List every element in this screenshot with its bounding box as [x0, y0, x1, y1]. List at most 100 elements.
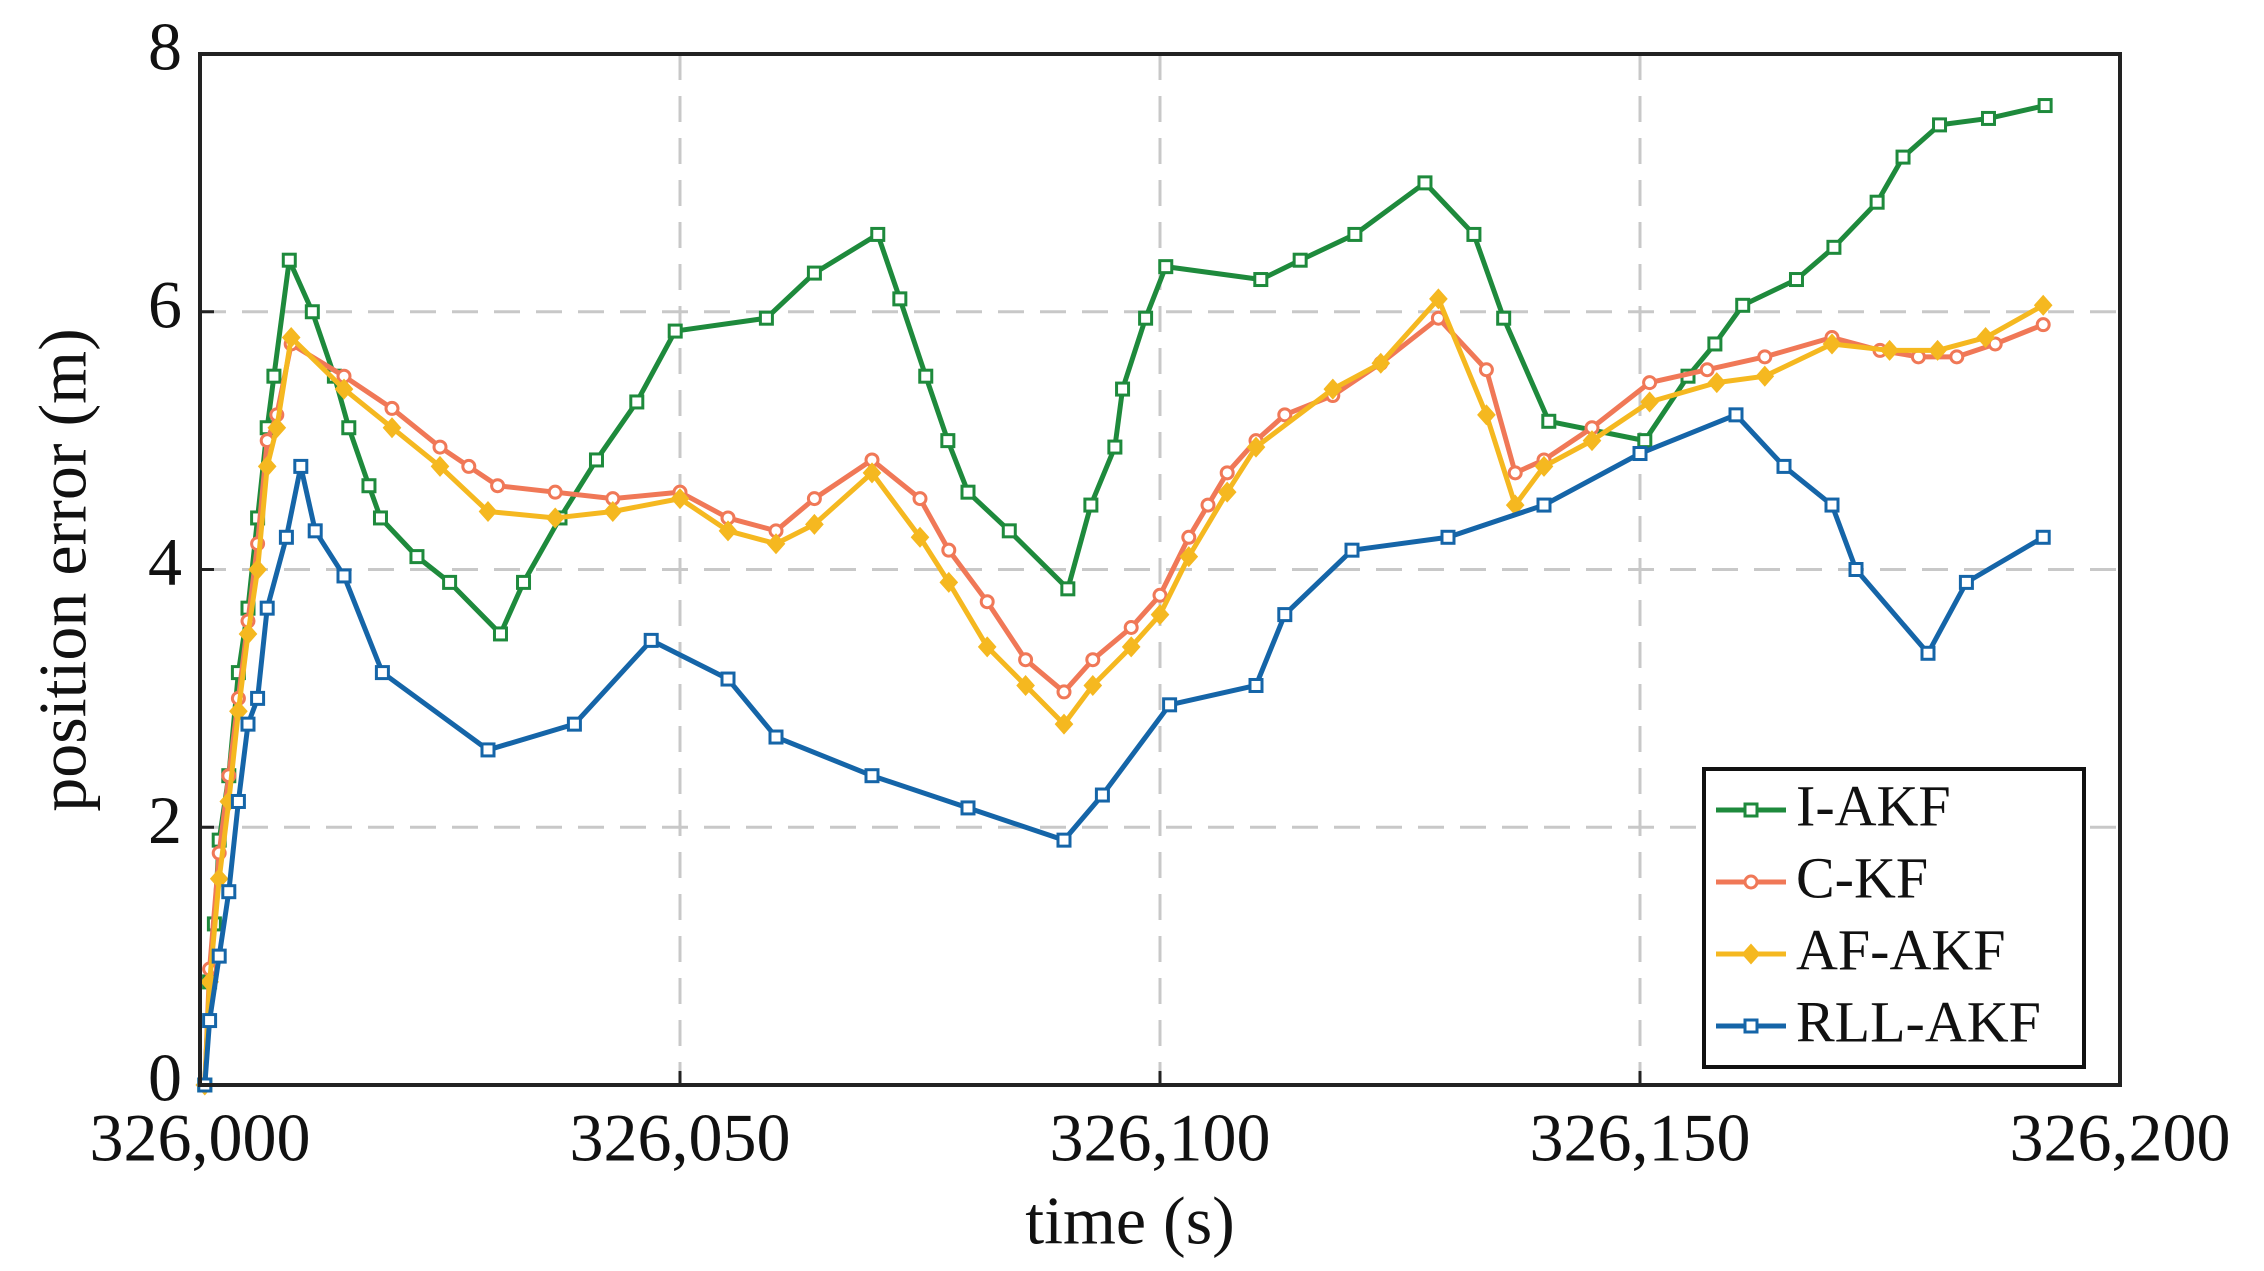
marker: [2035, 529, 2051, 545]
marker: [1735, 297, 1751, 313]
marker: [1018, 652, 1034, 668]
marker: [238, 623, 258, 645]
marker: [1181, 529, 1197, 545]
marker: [1292, 252, 1308, 268]
marker: [1642, 375, 1658, 391]
marker: [1541, 413, 1557, 429]
marker: [334, 378, 354, 400]
marker: [1347, 226, 1363, 242]
marker: [1344, 542, 1360, 558]
marker: [1755, 365, 1775, 387]
marker: [1219, 465, 1235, 481]
marker: [341, 420, 357, 436]
marker: [442, 574, 458, 590]
series-line: [202, 103, 2046, 1086]
marker: [492, 626, 508, 642]
marker: [336, 568, 352, 584]
legend-marker: [1741, 943, 1761, 965]
marker: [372, 510, 388, 526]
marker: [1869, 194, 1885, 210]
marker: [977, 636, 997, 658]
legend-label: C-KF: [1796, 845, 1928, 910]
marker: [1640, 391, 1659, 413]
marker: [430, 455, 450, 477]
marker: [1507, 465, 1523, 481]
marker: [1371, 352, 1391, 374]
marker: [1822, 333, 1842, 355]
marker: [211, 948, 227, 964]
marker: [643, 632, 659, 648]
marker: [1880, 339, 1899, 361]
marker: [2033, 294, 2053, 316]
y-axis-label: position error (m): [25, 328, 101, 811]
marker: [2035, 317, 2051, 333]
marker: [281, 252, 297, 268]
marker: [1162, 697, 1178, 713]
x-tick-label: 326,100: [1050, 1100, 1271, 1176]
marker: [1179, 546, 1199, 568]
marker: [361, 478, 377, 494]
marker: [209, 868, 229, 890]
marker: [979, 594, 995, 610]
legend-marker: [1743, 802, 1759, 818]
x-axis-label: time (s): [1025, 1183, 1235, 1259]
marker: [1496, 310, 1512, 326]
x-tick-label: 326,200: [2010, 1100, 2231, 1176]
marker: [1788, 272, 1804, 288]
marker: [1932, 117, 1948, 133]
marker: [240, 716, 256, 732]
marker: [1848, 562, 1864, 577]
marker: [461, 458, 477, 474]
y-tick-label: 6: [148, 266, 182, 342]
marker: [1707, 372, 1727, 394]
marker: [1928, 339, 1947, 361]
legend-label: RLL-AKF: [1796, 989, 2041, 1054]
marker: [1536, 497, 1552, 513]
marker: [229, 700, 248, 722]
marker: [1001, 523, 1017, 539]
legend-label: I-AKF: [1796, 773, 1951, 838]
marker: [1707, 336, 1723, 352]
marker: [1323, 378, 1343, 400]
marker: [384, 400, 400, 416]
marker: [230, 793, 246, 809]
marker: [629, 394, 645, 410]
marker: [1150, 604, 1170, 626]
marker: [250, 690, 266, 706]
marker: [1895, 149, 1911, 165]
marker: [1246, 436, 1266, 458]
marker: [941, 542, 957, 558]
marker: [480, 742, 496, 758]
marker: [267, 417, 287, 439]
marker: [1253, 272, 1269, 288]
legend-box: [1702, 767, 2086, 1069]
marker: [1016, 674, 1035, 696]
marker: [939, 571, 959, 593]
marker: [758, 310, 774, 326]
marker: [1728, 407, 1744, 423]
marker: [910, 526, 930, 548]
marker: [1417, 175, 1433, 191]
y-tick-label: 0: [148, 1040, 182, 1116]
marker: [1826, 239, 1842, 255]
marker: [588, 452, 604, 468]
marker: [1980, 110, 1996, 126]
marker: [281, 327, 301, 349]
x-tick-label: 326,000: [90, 1100, 311, 1176]
marker: [862, 462, 882, 484]
marker: [892, 291, 908, 307]
marker: [960, 800, 976, 816]
marker: [806, 491, 822, 507]
marker: [1060, 581, 1076, 597]
marker: [1115, 381, 1131, 397]
legend-marker: [1743, 874, 1759, 890]
marker: [1085, 652, 1101, 668]
marker: [1200, 497, 1216, 513]
marker: [1054, 713, 1074, 735]
marker: [1158, 259, 1174, 275]
marker: [1121, 636, 1141, 658]
marker: [1632, 446, 1648, 462]
marker: [766, 533, 786, 555]
